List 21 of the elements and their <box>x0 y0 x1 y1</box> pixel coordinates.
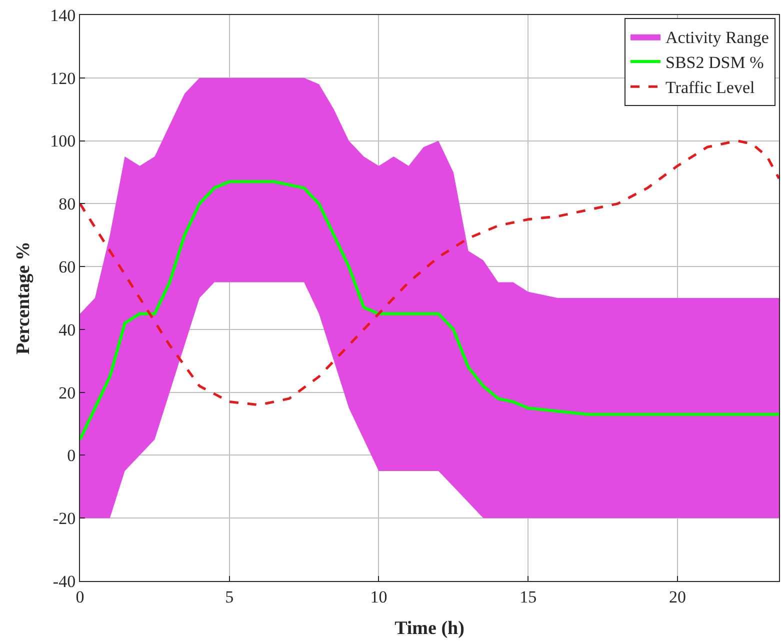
line-series <box>80 140 779 406</box>
x-tick-label: 15 <box>520 587 537 606</box>
legend-label: Activity Range <box>666 28 769 48</box>
y-tick-label: 80 <box>58 194 76 214</box>
x-tick-label: 20 <box>668 587 686 606</box>
x-tick-label: 10 <box>370 587 388 606</box>
y-tick-label: 100 <box>50 132 76 151</box>
y-tick-label: 20 <box>58 383 76 402</box>
y-tick-label: -40 <box>52 572 76 591</box>
y-tick-label: 120 <box>50 68 76 88</box>
x-tick-label: 5 <box>225 587 234 606</box>
y-tick-label: 140 <box>50 6 76 25</box>
y-axis-title: Percentage % <box>12 241 34 355</box>
legend-label: SBS2 DSM % <box>666 53 764 72</box>
y-tick-label: 40 <box>58 320 76 340</box>
legend-label: Traffic Level <box>666 78 756 98</box>
y-tick-label: 60 <box>58 258 76 277</box>
y-tick-label: 0 <box>67 446 76 466</box>
y-tick-label: -20 <box>52 509 76 528</box>
line-series <box>80 180 779 441</box>
x-axis-title: Time (h) <box>394 618 464 640</box>
